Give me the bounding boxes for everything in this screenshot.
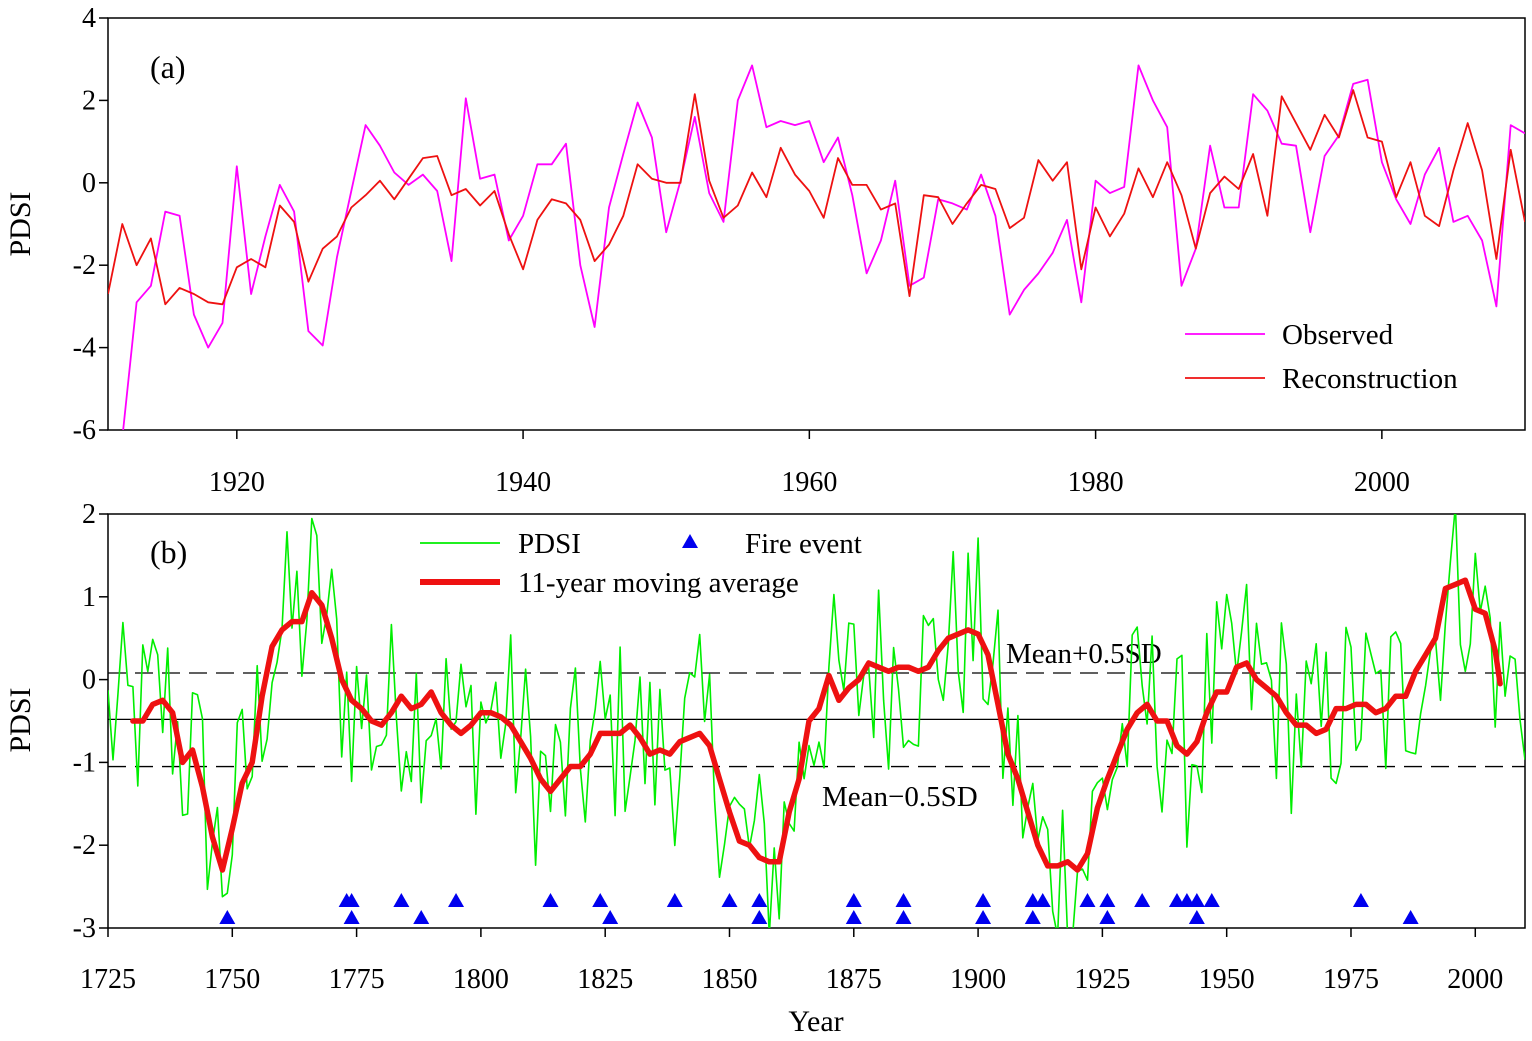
fire-event-marker: [1203, 893, 1220, 907]
panel-b-ytick-label: -3: [73, 913, 96, 944]
fire-event-marker: [343, 910, 360, 924]
fire-event-marker: [1034, 893, 1051, 907]
panel-a-ytick-label: 2: [82, 85, 96, 116]
panel-b-ytick-label: 0: [82, 665, 96, 696]
panel-b-xtick-label: 2000: [1447, 964, 1503, 995]
legend-reconstruction-label: Reconstruction: [1282, 363, 1458, 395]
panel-b-x-axis-label: Year: [788, 1005, 843, 1038]
fire-event-marker: [542, 893, 559, 907]
legend-moving-average-label: 11-year moving average: [518, 567, 799, 599]
fire-event-marker: [219, 910, 236, 924]
panel-b-moving-average-series: [130, 577, 1503, 873]
fire-event-marker: [1188, 893, 1205, 907]
panel-b-y-axis-label: PDSI: [4, 687, 37, 752]
panel-b-ytick-label: 2: [82, 499, 96, 530]
panel-b-frame: [107, 513, 1526, 929]
moving-average-series-line: [130, 577, 1503, 873]
panel-b-legend: PDSI Fire event 11-year moving average: [420, 528, 862, 599]
panel-b-xtick-label: 1975: [1323, 964, 1379, 995]
panel-b-xtick-label: 1875: [826, 964, 882, 995]
fire-event-marker: [975, 910, 992, 924]
fire-event-marker: [1188, 910, 1205, 924]
panel-a-frame: [107, 17, 1526, 431]
fire-event-marker: [1024, 910, 1041, 924]
panel-b-xtick-label: 1900: [950, 964, 1006, 995]
panel-a-xtick-label: 1920: [209, 467, 265, 498]
panel-b-xtick-label: 1775: [329, 964, 385, 995]
fire-event-marker: [895, 893, 912, 907]
panel-a-ytick-label: -2: [73, 250, 96, 281]
legend-pdsi-label: PDSI: [518, 528, 581, 560]
panel-b-fire-events: [219, 893, 1419, 924]
mean-plus-half-sd-label: Mean+0.5SD: [1006, 638, 1162, 670]
panel-b-xtick-label: 1800: [453, 964, 509, 995]
panel-a-ytick-label: -4: [73, 333, 96, 364]
panel-b-label: (b): [150, 534, 187, 570]
mean-minus-half-sd-label: Mean−0.5SD: [822, 781, 978, 813]
fire-event-marker: [602, 910, 619, 924]
fire-event-marker: [343, 893, 360, 907]
fire-event-marker: [1134, 893, 1151, 907]
fire-event-marker: [1079, 893, 1096, 907]
reconstruction-series-line: [108, 89, 1525, 306]
panel-b-xtick-label: 1850: [701, 964, 757, 995]
fire-event-marker: [448, 893, 465, 907]
panel-b-xtick-label: 1750: [204, 964, 260, 995]
fire-event-marker: [1099, 910, 1116, 924]
panel-a-x-ticks: 1920 1940 1960 1980 2000: [209, 430, 1410, 498]
panel-a-xtick-label: 1960: [781, 467, 837, 498]
panel-b-xtick-label: 1825: [577, 964, 633, 995]
panel-b-xtick-label: 1950: [1199, 964, 1255, 995]
fire-event-marker: [845, 893, 862, 907]
panel-b-chart: (b) PDSI Year -3 -2 -1 0 1 2 1725 1750 1775 1800…: [4, 499, 1526, 1038]
fire-event-marker: [1352, 893, 1369, 907]
panel-a-legend: Observed Reconstruction: [1185, 319, 1458, 395]
fire-event-marker: [895, 910, 912, 924]
panel-a-xtick-label: 2000: [1354, 467, 1410, 498]
fire-event-marker: [721, 893, 738, 907]
panel-b-ytick-label: -2: [73, 830, 96, 861]
panel-a-xtick-label: 1980: [1068, 467, 1124, 498]
panel-a-ytick-label: 4: [82, 3, 96, 34]
panel-a-y-axis-label: PDSI: [4, 191, 37, 256]
panel-a-ytick-label: 0: [82, 168, 96, 199]
observed-series-line: [122, 64, 1525, 430]
fire-event-marker: [845, 910, 862, 924]
fire-event-marker: [393, 893, 410, 907]
panel-a-ytick-label: -6: [73, 415, 96, 446]
legend-observed-label: Observed: [1282, 319, 1394, 351]
panel-a-y-ticks: -6 -4 -2 0 2 4: [73, 3, 108, 446]
fire-event-marker: [592, 893, 609, 907]
panel-b-xtick-label: 1725: [80, 964, 136, 995]
panel-b-pdsi-series: [108, 514, 1525, 928]
fire-event-marker: [666, 893, 683, 907]
legend-fire-marker: [682, 534, 698, 548]
panel-b-x-ticks: 1725 1750 1775 1800 1825 1850 1875 1900 1925 1950…: [80, 928, 1503, 995]
fire-event-marker: [1099, 893, 1116, 907]
fire-event-marker: [975, 893, 992, 907]
fire-event-marker: [751, 893, 768, 907]
fire-event-marker: [413, 910, 430, 924]
fire-event-marker: [1402, 910, 1419, 924]
panel-b-ytick-label: -1: [73, 747, 96, 778]
panel-b-xtick-label: 1925: [1074, 964, 1130, 995]
pdsi-series-line: [108, 514, 1525, 928]
legend-fire-label: Fire event: [745, 528, 862, 560]
panel-a-label: (a): [150, 49, 186, 85]
panel-b-y-ticks: -3 -2 -1 0 1 2: [73, 499, 108, 944]
panel-b-ytick-label: 1: [82, 582, 96, 613]
panel-a-series: [108, 64, 1525, 430]
panel-a-xtick-label: 1940: [495, 467, 551, 498]
fire-event-marker: [751, 910, 768, 924]
